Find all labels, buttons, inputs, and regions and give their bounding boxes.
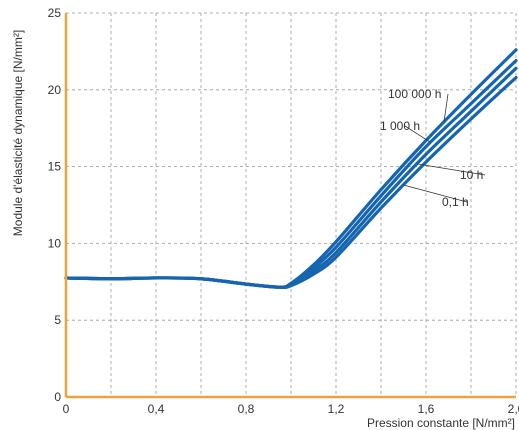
series-label: 10 h bbox=[460, 168, 483, 182]
x-tick-label: 0,4 bbox=[148, 402, 165, 416]
x-tick-label: 0 bbox=[63, 402, 70, 416]
y-tick-label: 15 bbox=[48, 160, 62, 174]
series-label: 1 000 h bbox=[380, 119, 420, 133]
series-group bbox=[64, 48, 518, 289]
x-axis-label: Pression constante [N/mm²] bbox=[367, 416, 515, 430]
series-label-leader bbox=[403, 184, 468, 203]
series-label-leader bbox=[404, 125, 431, 143]
series-label: 100 000 h bbox=[388, 87, 441, 101]
grid bbox=[66, 12, 517, 397]
y-tick-label: 25 bbox=[48, 6, 62, 20]
y-axis-label: Module d'élasticité dynamique [N/mm²] bbox=[11, 30, 25, 236]
series-label: 0,1 h bbox=[442, 195, 469, 209]
x-tick-label: 1,6 bbox=[418, 402, 435, 416]
y-tick-label: 0 bbox=[54, 390, 61, 404]
y-tick-label: 10 bbox=[48, 236, 62, 250]
series-label-leader bbox=[443, 93, 449, 123]
axes bbox=[64, 13, 516, 399]
series-label-leader bbox=[416, 163, 486, 176]
y-tick-label: 20 bbox=[48, 83, 62, 97]
x-tick-label: 0,8 bbox=[238, 402, 255, 416]
y-tick-label: 5 bbox=[54, 313, 61, 327]
x-tick-label: 2,0 bbox=[508, 402, 519, 416]
x-tick-label: 1,2 bbox=[328, 402, 345, 416]
series-line bbox=[64, 75, 518, 289]
series-labels: 100 000 h 1 000 h 10 h 0,1 h bbox=[380, 87, 486, 209]
tick-labels: 0 0,4 0,8 1,2 1,6 2,0 0 5 10 15 20 25 bbox=[48, 6, 519, 416]
